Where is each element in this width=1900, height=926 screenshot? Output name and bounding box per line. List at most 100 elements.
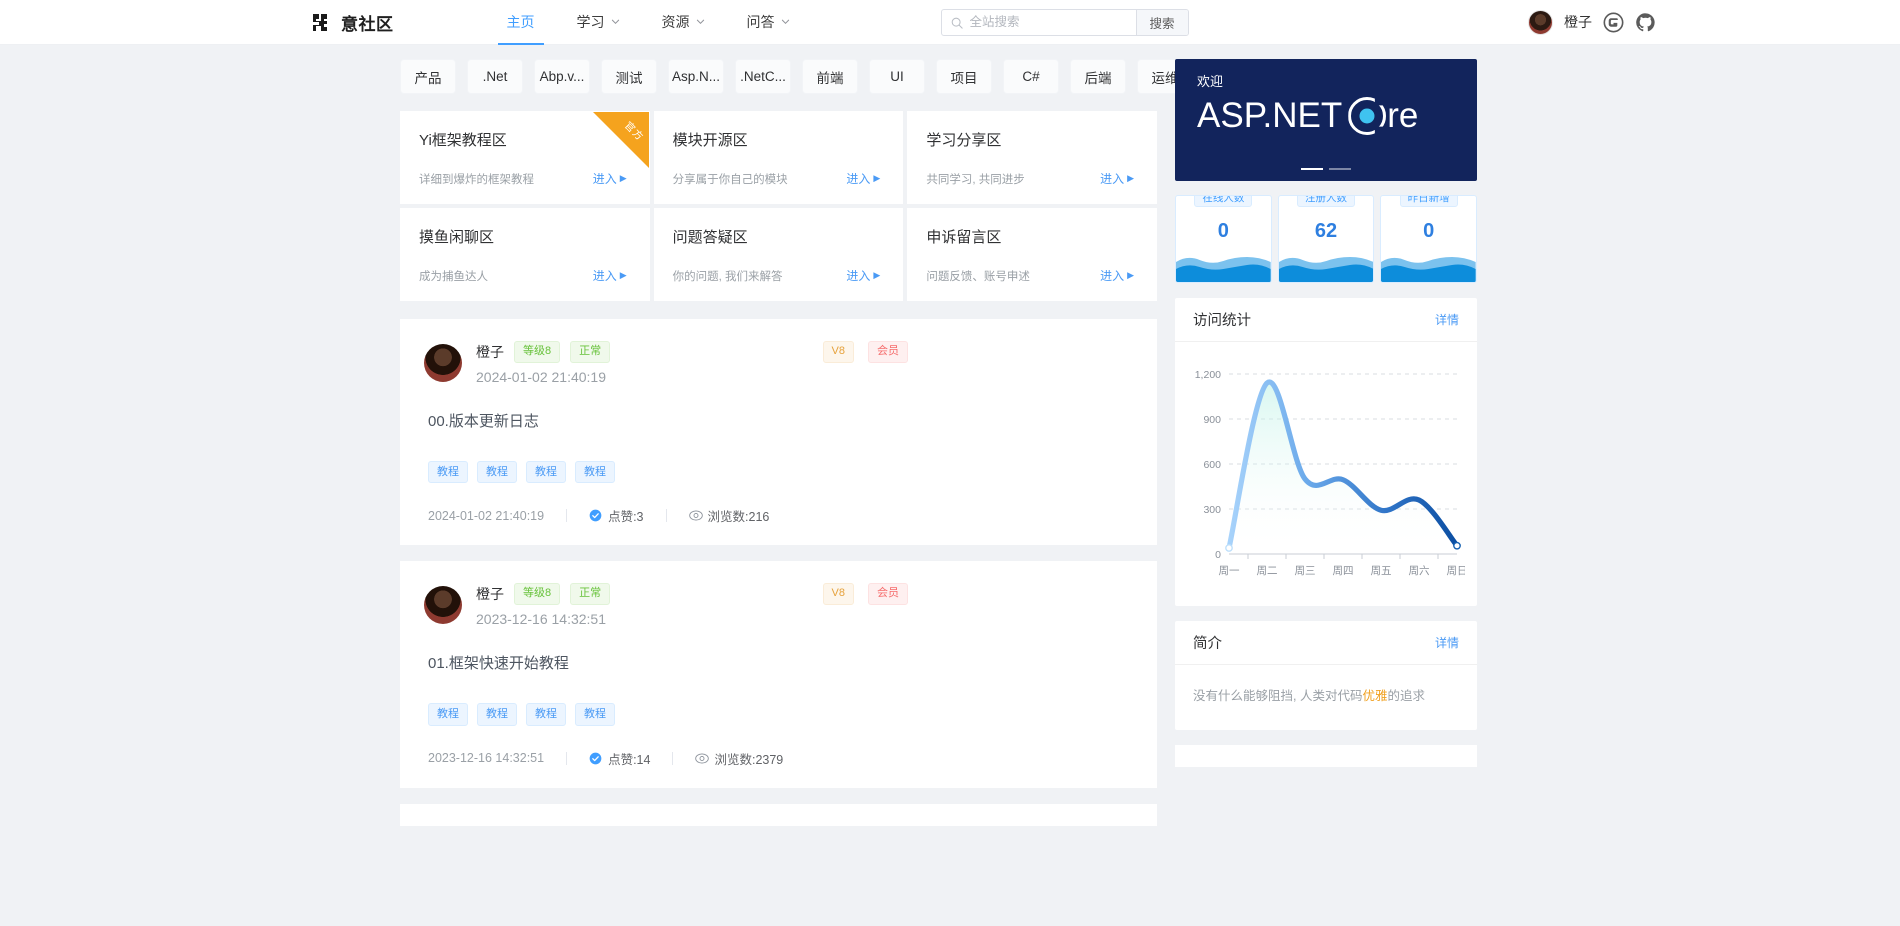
svg-text:0: 0 bbox=[1215, 549, 1221, 561]
post-datetime: 2023-12-16 14:32:51 bbox=[476, 611, 606, 628]
view-stat: 浏览数:216 bbox=[688, 506, 770, 525]
post-tag[interactable]: 教程 bbox=[526, 703, 566, 726]
search-input-box[interactable] bbox=[942, 10, 1136, 35]
post-foot-time: 2024-01-02 21:40:19 bbox=[428, 508, 545, 523]
post-author[interactable]: 橙子 bbox=[476, 586, 504, 603]
nav-item-resources[interactable]: 资源 bbox=[641, 0, 726, 45]
nav-item-home[interactable]: 主页 bbox=[486, 0, 556, 45]
avatar[interactable] bbox=[1528, 9, 1553, 35]
divider bbox=[566, 509, 568, 523]
play-arrow-icon: ▶ bbox=[873, 173, 881, 183]
category-enter-link[interactable]: 进入 ▶ bbox=[1100, 170, 1134, 187]
category-enter-link[interactable]: 进入 ▶ bbox=[593, 267, 627, 284]
stat-value: 0 bbox=[1423, 219, 1435, 242]
tag-chip-0[interactable]: 产品 bbox=[400, 59, 456, 94]
tag-chip-7[interactable]: UI bbox=[869, 59, 925, 94]
stat-box-registered: 注册人数 62 bbox=[1277, 195, 1375, 283]
category-card-appeal[interactable]: 申诉留言区 问题反馈、账号申述 进入 ▶ bbox=[907, 208, 1157, 301]
category-enter-link[interactable]: 进入 ▶ bbox=[1100, 267, 1134, 284]
user-name[interactable]: 橙子 bbox=[1564, 14, 1592, 30]
category-grid: 官方 Yi框架教程区 详细到爆炸的框架教程 进入 ▶ 模块开源区 分享属于你自 bbox=[400, 111, 1157, 301]
banner-pagination[interactable] bbox=[1301, 167, 1351, 170]
tag-chip-8[interactable]: 项目 bbox=[936, 59, 992, 94]
svg-text:300: 300 bbox=[1203, 504, 1221, 516]
visit-stats-more-link[interactable]: 详情 bbox=[1434, 313, 1459, 327]
chevron-down-icon bbox=[611, 17, 620, 26]
post-tag-list: 教程 教程 教程 教程 bbox=[428, 460, 1133, 484]
tag-chip-2[interactable]: Abp.v... bbox=[534, 59, 590, 94]
main-nav: 主页 学习 资源 问答 bbox=[486, 0, 811, 45]
gitee-icon[interactable] bbox=[1603, 12, 1624, 33]
tag-chip-4[interactable]: Asp.N... bbox=[668, 59, 724, 94]
divider bbox=[665, 509, 667, 523]
nav-item-qa[interactable]: 问答 bbox=[726, 0, 811, 45]
nav-item-study[interactable]: 学习 bbox=[556, 0, 641, 45]
post-tag[interactable]: 教程 bbox=[428, 703, 468, 726]
aspnet-core-logo: ASP.NET re bbox=[1197, 96, 1461, 136]
tag-filter-row: 产品 .Net Abp.v... 测试 Asp.N... .NetC... 前端… bbox=[400, 59, 1193, 94]
divider bbox=[672, 751, 674, 765]
avatar[interactable] bbox=[424, 344, 462, 382]
tag-chip-9[interactable]: C# bbox=[1003, 59, 1059, 94]
search-input[interactable] bbox=[969, 15, 1127, 29]
post-tag[interactable]: 教程 bbox=[428, 460, 468, 484]
tag-chip-6[interactable]: 前端 bbox=[802, 59, 858, 94]
category-card-share[interactable]: 学习分享区 共同学习, 共同进步 进入 ▶ bbox=[907, 111, 1157, 204]
category-enter-link[interactable]: 进入 ▶ bbox=[593, 170, 627, 187]
visit-stats-title: 访问统计 bbox=[1193, 313, 1251, 329]
view-count-label: 浏览数:2379 bbox=[714, 752, 784, 767]
search-icon bbox=[951, 16, 963, 29]
post-tag[interactable]: 教程 bbox=[477, 460, 517, 484]
stat-label: 注册人数 bbox=[1297, 196, 1355, 207]
stat-boxes: 在线人数 0 注册人数 62 昨日新增 bbox=[1175, 195, 1478, 283]
like-count-label: 点赞:14 bbox=[608, 752, 651, 767]
category-card-qa[interactable]: 问题答疑区 你的问题, 我们来解答 进入 ▶ bbox=[653, 208, 904, 301]
view-count-label: 浏览数:216 bbox=[707, 510, 770, 525]
svg-text:周四: 周四 bbox=[1333, 565, 1354, 577]
post-card-partial[interactable] bbox=[400, 803, 1157, 826]
category-enter-link[interactable]: 进入 ▶ bbox=[846, 170, 880, 187]
like-check-icon bbox=[589, 752, 602, 765]
github-icon[interactable] bbox=[1635, 12, 1656, 33]
eye-icon bbox=[688, 509, 703, 522]
tag-chip-3[interactable]: 测试 bbox=[601, 59, 657, 94]
banner-dot-2[interactable] bbox=[1329, 167, 1351, 170]
intro-card: 简介 详情 没有什么能够阻挡, 人类对代码优雅的追求 bbox=[1175, 621, 1477, 730]
category-desc: 分享属于你自己的模块 bbox=[672, 173, 788, 186]
like-stat: 点赞:14 bbox=[589, 749, 650, 768]
category-desc: 你的问题, 我们来解答 bbox=[672, 270, 783, 283]
post-card[interactable]: 橙子 等级8 正常 V8 会员 2023-12-16 14:32:51 01.框… bbox=[400, 561, 1157, 788]
promo-banner[interactable]: 欢迎 ASP.NET re bbox=[1175, 59, 1477, 181]
tag-chip-10[interactable]: 后端 bbox=[1070, 59, 1126, 94]
vip-level-badge: V8 bbox=[822, 341, 854, 363]
svg-text:600: 600 bbox=[1203, 459, 1221, 471]
banner-dot-1[interactable] bbox=[1301, 167, 1323, 170]
category-title: 问题答疑区 bbox=[672, 229, 748, 246]
search-button[interactable]: 搜索 bbox=[1135, 9, 1188, 35]
category-card-module[interactable]: 模块开源区 分享属于你自己的模块 进入 ▶ bbox=[653, 111, 904, 204]
category-card-chat[interactable]: 摸鱼闲聊区 成为捕鱼达人 进入 ▶ bbox=[400, 208, 650, 301]
post-title[interactable]: 00.版本更新日志 bbox=[428, 412, 539, 430]
post-author[interactable]: 橙子 bbox=[476, 343, 504, 360]
post-tag-list: 教程 教程 教程 教程 bbox=[428, 703, 1133, 726]
tag-chip-5[interactable]: .NetC... bbox=[735, 59, 791, 94]
banner-logo-text-2: re bbox=[1387, 96, 1419, 135]
category-card-yi[interactable]: 官方 Yi框架教程区 详细到爆炸的框架教程 进入 ▶ bbox=[400, 111, 650, 204]
tag-chip-1[interactable]: .Net bbox=[467, 59, 523, 94]
chevron-down-icon bbox=[781, 17, 790, 26]
post-card[interactable]: 橙子 等级8 正常 V8 会员 2024-01-02 21:40:19 00.版… bbox=[400, 319, 1157, 546]
level-badge: 等级8 bbox=[514, 583, 561, 606]
post-tag[interactable]: 教程 bbox=[526, 460, 566, 484]
post-tag[interactable]: 教程 bbox=[575, 703, 615, 726]
post-title[interactable]: 01.框架快速开始教程 bbox=[428, 655, 569, 673]
category-enter-link[interactable]: 进入 ▶ bbox=[846, 267, 880, 284]
member-badge: 会员 bbox=[868, 583, 908, 606]
brand[interactable]: 意社区 bbox=[312, 10, 394, 35]
svg-text:周日: 周日 bbox=[1447, 565, 1466, 577]
intro-text-highlight: 优雅 bbox=[1362, 689, 1388, 703]
post-tag[interactable]: 教程 bbox=[477, 703, 517, 726]
sidebar-card-partial[interactable] bbox=[1175, 745, 1477, 767]
avatar[interactable] bbox=[424, 586, 462, 625]
intro-more-link[interactable]: 详情 bbox=[1434, 636, 1459, 650]
post-tag[interactable]: 教程 bbox=[575, 460, 615, 484]
